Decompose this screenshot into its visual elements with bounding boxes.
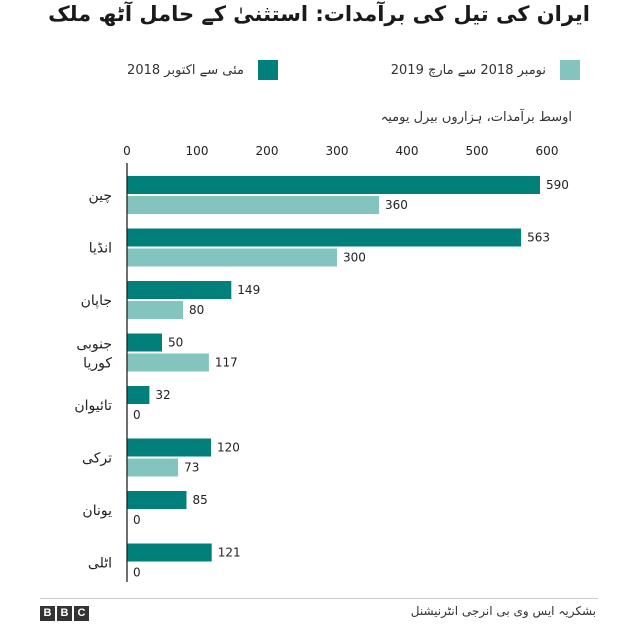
bar-value-label: 590 <box>546 178 569 192</box>
bar-value-label: 50 <box>168 336 183 350</box>
bar <box>127 248 337 267</box>
bar <box>127 301 183 319</box>
bar-value-label: 360 <box>385 198 408 212</box>
x-tick-label: 600 <box>536 144 559 158</box>
bar-value-label: 0 <box>133 513 141 527</box>
category-label: انڈیا <box>89 241 112 257</box>
bar <box>127 333 162 352</box>
chart-title: ایران کی تیل کی برآمدات: استثنیٰ کے حامل… <box>48 2 590 26</box>
legend-swatch-series-a <box>258 60 278 80</box>
category-label: یونان <box>82 503 112 519</box>
bar-value-label: 563 <box>527 231 550 245</box>
category-label: ترکی <box>82 451 112 467</box>
bbc-logo-letter: B <box>57 606 72 621</box>
x-tick-label: 200 <box>256 144 279 158</box>
bar-value-label: 80 <box>189 303 204 317</box>
category-label: جاپان <box>81 293 112 309</box>
bar-value-label: 120 <box>217 441 240 455</box>
legend-label-series-b: نومبر 2018 سے مارچ 2019 <box>390 62 546 78</box>
footer-divider <box>40 598 598 599</box>
x-tick-label: 100 <box>186 144 209 158</box>
bar <box>127 438 211 457</box>
bbc-logo-letter: C <box>74 606 89 621</box>
bar <box>127 543 212 562</box>
bar <box>127 386 150 404</box>
bar <box>127 196 379 214</box>
bar-value-label: 0 <box>133 566 141 580</box>
bar-value-label: 0 <box>133 408 141 422</box>
category-label: کوریا <box>83 356 112 372</box>
bar <box>127 353 209 372</box>
bar-value-label: 32 <box>155 388 170 402</box>
x-tick-label: 500 <box>466 144 489 158</box>
x-tick-label: 400 <box>396 144 419 158</box>
category-label: تائیوان <box>74 398 112 414</box>
bar <box>127 176 540 194</box>
bar <box>127 491 187 509</box>
bar-value-label: 149 <box>237 283 260 297</box>
bar-value-label: 85 <box>193 493 208 507</box>
source-credit: بشکریہ ایس وی بی انرجی انٹرنیشنل <box>410 604 596 618</box>
x-tick-label: 300 <box>326 144 349 158</box>
bar <box>127 281 232 299</box>
category-label: چین <box>88 188 112 204</box>
legend-item-series-a: مئی سے اکتوبر 2018 <box>127 58 278 82</box>
bbc-logo: B B C <box>40 606 89 621</box>
legend-swatch-series-b <box>560 60 580 80</box>
legend-label-series-a: مئی سے اکتوبر 2018 <box>127 62 244 78</box>
legend-item-series-b: نومبر 2018 سے مارچ 2019 <box>391 58 580 82</box>
bar-value-label: 73 <box>184 461 199 475</box>
category-label: جنوبی <box>76 337 112 353</box>
bar-value-label: 300 <box>343 251 366 265</box>
x-tick-label: 0 <box>123 144 131 158</box>
bbc-logo-letter: B <box>40 606 55 621</box>
bar <box>127 458 179 477</box>
bar-value-label: 117 <box>215 356 238 370</box>
bar <box>127 228 522 247</box>
bar-value-label: 121 <box>218 546 241 560</box>
chart-subtitle: اوسط برآمدات، ہزاروں بیرل یومیہ <box>380 110 572 125</box>
category-label: اٹلی <box>88 556 112 572</box>
